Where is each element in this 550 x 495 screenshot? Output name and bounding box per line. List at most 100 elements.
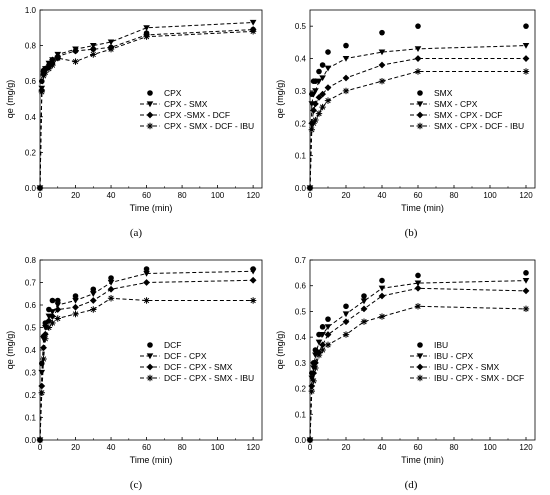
y-tick-label: 0.2 bbox=[25, 148, 37, 157]
data-point bbox=[324, 65, 332, 72]
x-tick-label: 20 bbox=[342, 443, 351, 452]
legend-label: SMX - CPX - DCF - IBU bbox=[434, 121, 524, 131]
series-4 bbox=[36, 28, 257, 192]
legend-marker bbox=[416, 111, 424, 119]
data-point bbox=[54, 54, 61, 62]
panel-label: (a) bbox=[130, 227, 143, 239]
data-point bbox=[72, 58, 79, 65]
series-4 bbox=[306, 68, 530, 192]
data-point bbox=[108, 275, 114, 281]
data-point bbox=[143, 33, 150, 40]
data-point bbox=[342, 55, 350, 62]
x-tick-label: 0 bbox=[38, 191, 43, 200]
data-point bbox=[49, 319, 56, 327]
data-point bbox=[522, 43, 530, 49]
data-point bbox=[107, 279, 115, 286]
plot-frame bbox=[309, 259, 536, 441]
data-point bbox=[522, 277, 530, 284]
data-point bbox=[49, 61, 56, 69]
y-tick-label: 0.4 bbox=[25, 113, 37, 122]
data-point bbox=[249, 19, 257, 26]
data-point bbox=[319, 75, 326, 82]
data-point bbox=[324, 97, 332, 104]
data-point bbox=[72, 293, 79, 299]
series-line bbox=[39, 22, 254, 189]
data-point bbox=[343, 303, 349, 310]
data-point bbox=[41, 330, 49, 338]
x-axis-title: Time (min) bbox=[130, 455, 173, 465]
data-point bbox=[42, 69, 49, 76]
legend-marker bbox=[416, 363, 424, 371]
data-point bbox=[38, 369, 46, 376]
data-point bbox=[360, 305, 368, 313]
legend-marker bbox=[417, 90, 423, 96]
data-point bbox=[523, 270, 529, 276]
data-point bbox=[143, 279, 150, 286]
legend-marker bbox=[146, 122, 154, 130]
data-point bbox=[414, 280, 422, 287]
y-tick-label: 0.5 bbox=[295, 22, 307, 31]
legend-marker bbox=[146, 363, 154, 371]
data-point bbox=[312, 88, 319, 95]
data-point bbox=[107, 39, 115, 46]
x-tick-label: 40 bbox=[378, 191, 387, 200]
data-point bbox=[36, 436, 44, 444]
data-point bbox=[315, 339, 323, 346]
data-point bbox=[312, 116, 319, 124]
data-point bbox=[90, 306, 97, 313]
data-point bbox=[36, 184, 44, 192]
data-point bbox=[315, 110, 323, 117]
legend-label: SMX - CPX bbox=[434, 99, 478, 109]
data-point bbox=[378, 285, 386, 292]
legend-marker bbox=[147, 342, 153, 348]
data-point bbox=[378, 61, 386, 69]
data-point bbox=[143, 266, 150, 272]
data-point bbox=[414, 46, 422, 53]
data-point bbox=[40, 72, 47, 80]
data-point bbox=[143, 297, 150, 304]
y-axis-title: qe (mg/g) bbox=[275, 331, 285, 370]
data-point bbox=[319, 103, 326, 111]
data-point bbox=[319, 324, 326, 330]
data-point bbox=[378, 313, 386, 320]
data-point bbox=[308, 126, 315, 133]
legend-label: CPX -SMX - DCF bbox=[164, 110, 230, 120]
y-axis-title: qe (mg/g) bbox=[5, 80, 15, 119]
chart-panel-d: 0 20 40 60 80 100 120 0.0 0.1 0.2 0.3 0.4 0.5 0.6 0.7 T… bbox=[275, 256, 536, 491]
data-point bbox=[41, 65, 49, 73]
data-point bbox=[360, 298, 368, 305]
x-tick-label: 60 bbox=[142, 443, 151, 452]
series-line bbox=[39, 279, 254, 441]
x-axis-title: Time (min) bbox=[401, 203, 444, 213]
data-point bbox=[45, 324, 53, 331]
y-tick-label: 0.2 bbox=[295, 119, 307, 128]
data-point bbox=[249, 297, 257, 304]
series-1 bbox=[37, 26, 256, 191]
data-point bbox=[38, 78, 45, 84]
x-tick-label: 120 bbox=[519, 191, 533, 200]
legend-label: DCF - CPX - SMX - IBU bbox=[164, 373, 254, 383]
data-point bbox=[324, 84, 332, 92]
x-tick-label: 120 bbox=[246, 191, 260, 200]
data-point bbox=[523, 23, 529, 29]
y-tick-label: 0.6 bbox=[25, 77, 37, 86]
y-tick-label: 0.1 bbox=[295, 152, 307, 161]
data-point bbox=[315, 93, 323, 101]
chart-panel-a: 0 20 40 60 80 100 120 0.0 0.2 0.4 0.6 0.8 1.0 Time (m… bbox=[5, 6, 263, 239]
data-point bbox=[414, 68, 422, 75]
x-tick-label: 120 bbox=[519, 443, 533, 452]
y-tick-label: 0.8 bbox=[25, 42, 37, 51]
data-point bbox=[143, 25, 150, 31]
data-point bbox=[342, 87, 350, 95]
x-axis-title: Time (min) bbox=[130, 203, 173, 213]
data-point bbox=[308, 387, 315, 395]
x-tick-label: 20 bbox=[71, 191, 80, 200]
x-tick-label: 80 bbox=[450, 443, 459, 452]
data-point bbox=[143, 270, 150, 277]
data-point bbox=[306, 436, 314, 444]
x-tick-label: 0 bbox=[308, 191, 313, 200]
legend-label: CPX bbox=[164, 88, 182, 98]
